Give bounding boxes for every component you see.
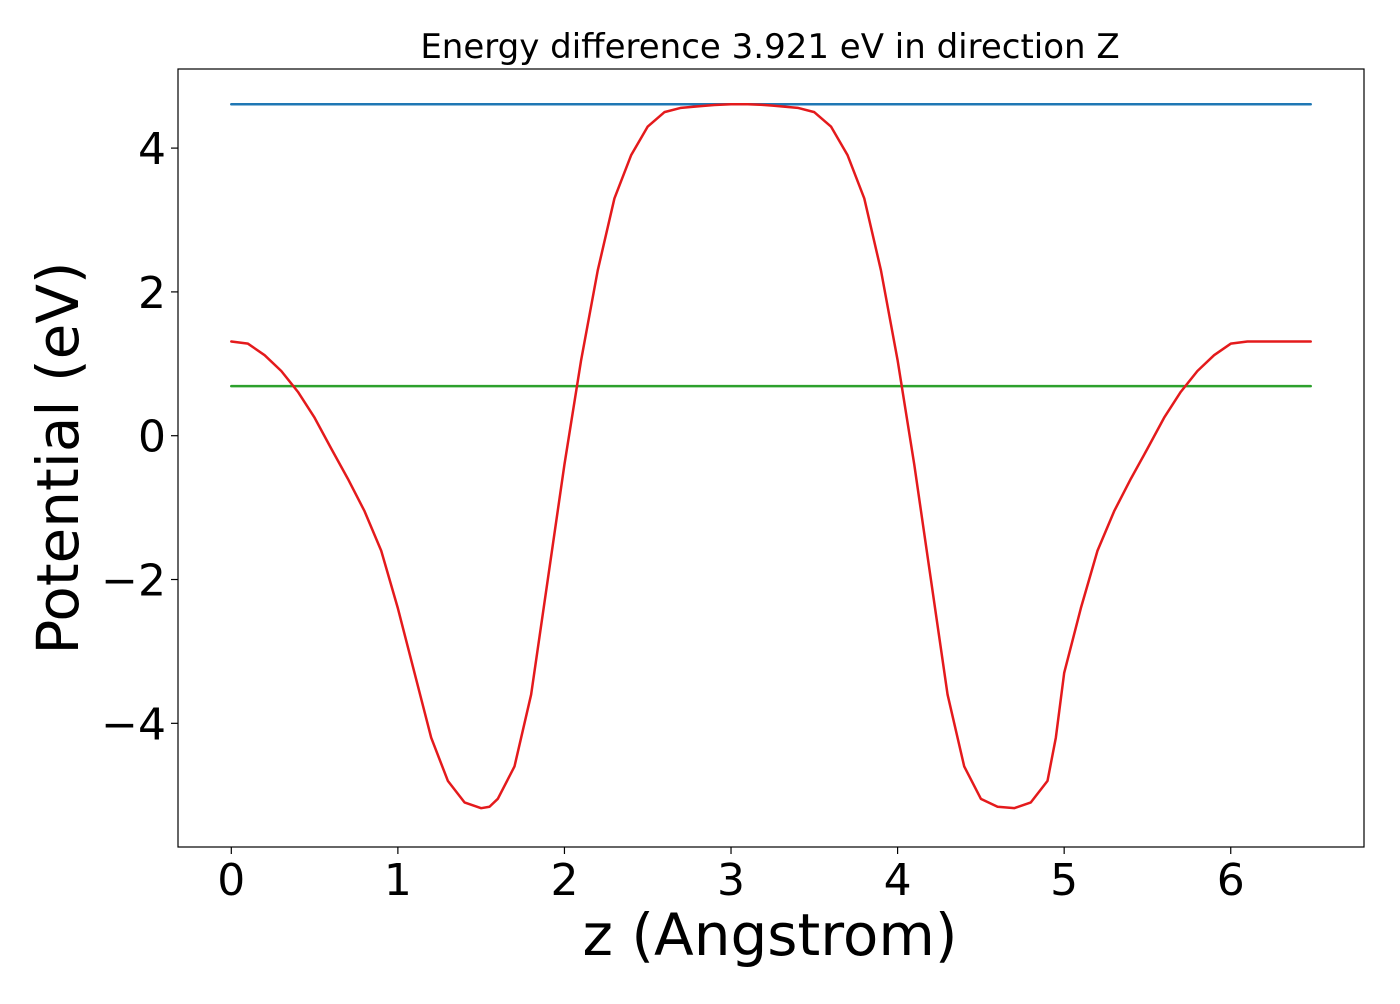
y-tick-label: 0 bbox=[138, 412, 166, 463]
x-tick-label: 1 bbox=[384, 855, 412, 906]
y-axis: −4 −2 0 2 4 bbox=[101, 124, 178, 750]
y-tick-label: −2 bbox=[101, 556, 166, 607]
y-tick-label: 2 bbox=[138, 268, 166, 319]
x-tick-label: 4 bbox=[884, 855, 912, 906]
plot-area bbox=[177, 68, 1365, 848]
x-axis-label: z (Angstrom) bbox=[583, 901, 958, 969]
y-tick-label: 4 bbox=[138, 124, 166, 175]
x-tick-label: 0 bbox=[217, 855, 245, 906]
plot-frame bbox=[177, 68, 1365, 848]
chart-title: Energy difference 3.921 eV in direction … bbox=[420, 27, 1119, 67]
x-tick-label: 5 bbox=[1050, 855, 1078, 906]
x-tick-label: 2 bbox=[550, 855, 578, 906]
potential-curve bbox=[230, 102, 1312, 810]
x-axis: 0 1 2 3 4 5 6 bbox=[217, 847, 1245, 906]
series-layer bbox=[230, 102, 1312, 810]
x-tick-label: 6 bbox=[1217, 855, 1245, 906]
x-tick-label: 3 bbox=[717, 855, 745, 906]
y-tick-label: −4 bbox=[101, 699, 166, 750]
y-axis-label: Potential (eV) bbox=[24, 261, 92, 654]
